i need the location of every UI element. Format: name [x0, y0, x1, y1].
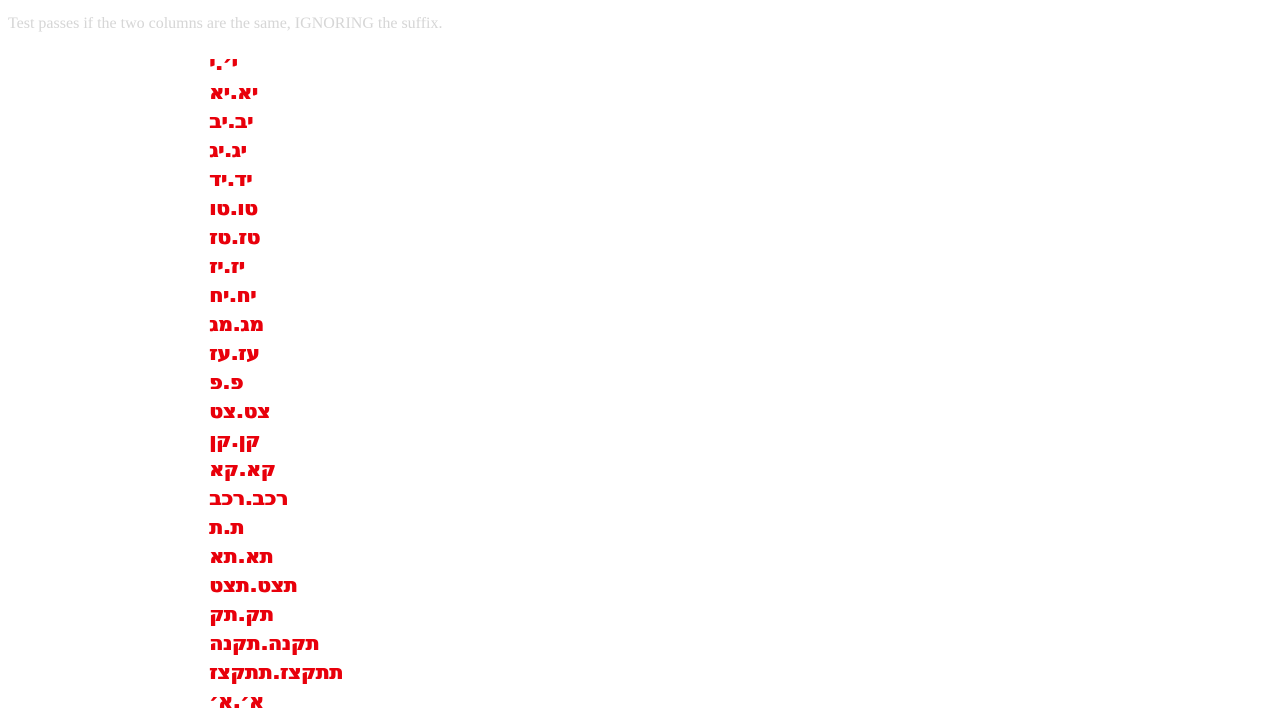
reference-item: ת.ת	[210, 515, 245, 539]
test-item: מג.מג	[209, 312, 264, 336]
reference-item: קא.קא	[210, 457, 277, 481]
test-column: י׳.י יא.יא יב.יב יג.יג יד.יד טו.טו טז.טז…	[209, 49, 609, 716]
reference-item: יח.יח	[210, 283, 257, 307]
test-columns: י׳.י יא.יא יב.יב יג.יג יד.יד טו.טו טז.טז…	[209, 49, 609, 717]
reference-item: יד.יד	[210, 167, 253, 191]
reference-item: יב.יב	[210, 109, 254, 133]
test-item: רכב.רכב	[209, 486, 288, 510]
test-item: קן.קן	[209, 428, 260, 452]
test-item: טז.טז	[209, 225, 260, 249]
reference-item: קן.קן	[210, 428, 261, 452]
reference-item: תק.תק	[210, 602, 275, 626]
reference-item: פ.פ	[210, 370, 244, 394]
reference-item: תתקצז.תתקצז	[210, 660, 344, 684]
test-instructions: Test passes if the two columns are the s…	[8, 15, 443, 32]
test-item: א׳.א׳	[209, 689, 264, 713]
reference-item: י׳.י	[210, 51, 239, 75]
reference-item: יא.יא	[210, 80, 259, 104]
reference-item: א׳.א׳	[210, 689, 265, 713]
test-item: קא.קא	[209, 457, 276, 481]
reference-item: יז.יז	[210, 254, 246, 278]
reference-item: תקנה.תקנה	[210, 631, 320, 655]
reference-item: צט.צט	[210, 399, 271, 423]
test-item: יח.יח	[209, 283, 256, 307]
test-item: טו.טו	[209, 196, 258, 220]
test-item: יז.יז	[209, 254, 245, 278]
reference-item: תצט.תצט	[210, 573, 299, 597]
test-item: תא.תא	[209, 544, 274, 568]
reference-item: רכב.רכב	[210, 486, 289, 510]
test-item: יב.יב	[209, 109, 253, 133]
test-item: י׳.י	[209, 51, 238, 75]
test-item: פ.פ	[209, 370, 243, 394]
reference-item: מג.מג	[210, 312, 265, 336]
test-item: צט.צט	[209, 399, 270, 423]
reference-item: טו.טו	[210, 196, 259, 220]
reference-item: טז.טז	[210, 225, 261, 249]
reference-item: תא.תא	[210, 544, 275, 568]
reference-item: עז.עז	[210, 341, 261, 365]
test-item: תתקצז.תתקצז	[209, 660, 343, 684]
test-item: תק.תק	[209, 602, 274, 626]
test-item: יד.יד	[209, 167, 252, 191]
reference-item: יג.יג	[210, 138, 248, 162]
reference-column: י׳.י יא.יא יב.יב יג.יג יד.יד טו.טו טז.טז…	[210, 49, 610, 716]
test-item: יג.יג	[209, 138, 247, 162]
test-item: עז.עז	[209, 341, 260, 365]
test-item: יא.יא	[209, 80, 258, 104]
test-item: ת.ת	[209, 515, 244, 539]
test-item: תצט.תצט	[209, 573, 298, 597]
test-item: תקנה.תקנה	[209, 631, 319, 655]
